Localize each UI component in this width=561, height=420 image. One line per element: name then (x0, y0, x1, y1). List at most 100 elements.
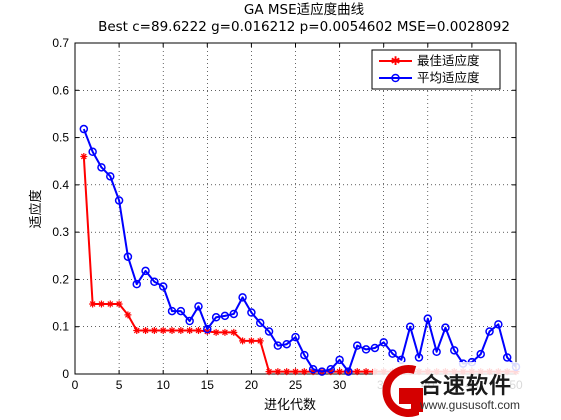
data-point-best (230, 328, 238, 336)
data-point-mean (291, 332, 300, 342)
data-point-best (247, 337, 255, 345)
data-point-best (239, 337, 247, 345)
data-point-mean (211, 313, 221, 322)
data-point-best (142, 326, 150, 334)
data-point-mean (185, 316, 194, 326)
series-line-mean (82, 128, 517, 373)
data-point-mean (194, 302, 203, 311)
data-point-mean (88, 147, 97, 157)
data-point-best (177, 326, 185, 334)
data-point-mean (308, 365, 318, 374)
y-tick-label: 0 (62, 367, 69, 381)
legend: ✱ 最佳适应度 平均适应度 (371, 49, 501, 90)
data-point-best (133, 326, 141, 334)
x-tick-label: 5 (116, 378, 123, 392)
data-point-mean (167, 306, 177, 316)
data-point-mean (97, 163, 106, 172)
data-point-best (80, 152, 88, 160)
x-tick-label: 15 (201, 378, 215, 392)
x-axis-label: 进化代数 (264, 398, 316, 413)
y-tick-label: 0.7 (52, 36, 69, 50)
legend-best-label: 最佳适应度 (417, 53, 480, 68)
chart-subtitle: Best c=89.6222 g=0.016212 p=0.0054602 MS… (98, 19, 510, 35)
x-tick-label: 25 (289, 378, 303, 392)
y-tick-label: 0.5 (52, 131, 69, 145)
data-point-mean (114, 196, 124, 205)
data-point-best (89, 300, 97, 308)
data-point-best (256, 337, 264, 345)
watermark-logo (373, 362, 561, 420)
data-point-best (221, 328, 229, 336)
legend-best-marker: ✱ (390, 54, 400, 68)
data-point-best (353, 368, 361, 376)
grid (75, 43, 516, 374)
y-axis-label: 适应度 (28, 189, 44, 228)
chart-title: GA MSE适应度曲线 (244, 1, 364, 18)
watermark-brand: 合速软件 (420, 374, 513, 399)
data-point-best (186, 326, 194, 334)
data-point-mean (414, 353, 424, 362)
data-point-mean (158, 282, 168, 291)
data-point-mean (344, 367, 353, 376)
data-point-mean (300, 350, 309, 360)
data-point-best (168, 326, 176, 334)
x-tick-label: 10 (157, 378, 171, 392)
data-point-best (212, 328, 220, 336)
data-point-mean (326, 365, 336, 374)
data-point-mean (423, 314, 433, 323)
data-point-best (283, 368, 291, 376)
y-tick-label: 0.2 (52, 272, 69, 286)
data-point-mean (450, 346, 459, 355)
data-point-best (265, 368, 273, 376)
data-point-best (274, 368, 282, 376)
data-point-mean (494, 320, 503, 329)
data-point-best (362, 368, 370, 376)
legend-mean-marker (391, 73, 400, 83)
data-point-mean (361, 345, 371, 354)
data-point-mean (502, 353, 512, 362)
data-point-mean (123, 252, 133, 261)
data-point-mean (335, 355, 344, 365)
data-point-best (194, 326, 202, 334)
data-point-mean (441, 323, 450, 332)
data-point-mean (485, 327, 494, 336)
y-tick-label: 0.3 (52, 225, 69, 239)
data-point-mean (264, 327, 274, 336)
y-tick-label: 0.6 (52, 83, 69, 97)
data-point-best (292, 368, 299, 376)
x-tick-label: 30 (333, 378, 347, 392)
data-point-mean (282, 339, 291, 349)
data-point-mean (203, 324, 212, 334)
legend-mean-label: 平均适应度 (417, 70, 480, 85)
data-point-mean (141, 266, 150, 276)
data-point-mean (273, 341, 283, 350)
data-point-mean (379, 338, 388, 347)
data-point-best (115, 300, 123, 308)
y-tick-label: 0.1 (52, 320, 69, 334)
data-point-mean (247, 308, 256, 317)
data-point-mean (220, 311, 230, 321)
legend-box (371, 49, 501, 90)
data-point-best (106, 300, 114, 308)
data-point-mean (255, 318, 265, 328)
x-tick-label: 20 (245, 378, 259, 392)
data-point-mean (79, 124, 89, 134)
data-point-mean (317, 367, 327, 376)
data-point-mean (238, 293, 247, 302)
data-point-mean (229, 309, 239, 319)
data-point-mean (388, 349, 397, 358)
data-point-mean (405, 322, 415, 331)
data-point-mean (150, 277, 159, 287)
data-point-mean (370, 343, 380, 353)
data-point-best (97, 300, 105, 308)
data-point-best (300, 368, 308, 376)
data-point-best (159, 326, 167, 334)
data-point-best (150, 326, 158, 334)
data-point-best (124, 311, 132, 319)
data-point-mean (476, 349, 485, 359)
data-point-best (336, 368, 344, 376)
watermark-url: www.gususoft.com (420, 398, 521, 412)
data-point-mean (176, 306, 186, 316)
data-point-mean (432, 347, 441, 357)
